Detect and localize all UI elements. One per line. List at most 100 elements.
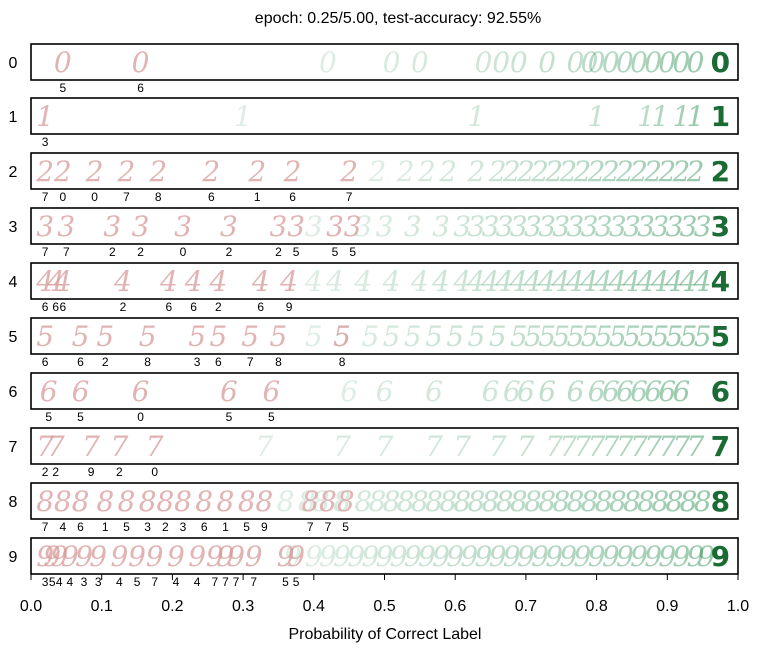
correct-sample: 9 bbox=[697, 540, 715, 573]
correct-sample: 3 bbox=[305, 210, 323, 243]
row-5: 5 5 5 5 5 5 5 5 5 5 555555555555555656525853565758… bbox=[9, 317, 739, 369]
correct-sample: 7 bbox=[588, 430, 606, 463]
x-tick-label: 0.7 bbox=[515, 598, 537, 615]
prototype-digit: 4 bbox=[711, 265, 730, 298]
misclassified-sample: 6 bbox=[132, 375, 150, 408]
misclassified-sample: 8 bbox=[139, 485, 157, 518]
correct-sample: 9 bbox=[284, 540, 302, 573]
correct-sample: 6 bbox=[673, 375, 691, 408]
correct-sample: 6 bbox=[566, 375, 584, 408]
correct-sample: 8 bbox=[609, 485, 627, 518]
misclassified-sample: 9 bbox=[128, 540, 146, 573]
misclassified-sample: 5 bbox=[36, 320, 54, 353]
correct-sample: 9 bbox=[446, 540, 464, 573]
correct-sample: 9 bbox=[531, 540, 549, 573]
correct-sample: 5 bbox=[665, 320, 683, 353]
correct-sample: 3 bbox=[496, 210, 514, 243]
correct-sample: 9 bbox=[347, 540, 365, 573]
correct-sample: 0 bbox=[411, 46, 429, 79]
correct-sample: 3 bbox=[510, 210, 528, 243]
predicted-label: 6 bbox=[42, 355, 49, 369]
correct-sample: 7 bbox=[517, 430, 535, 463]
correct-sample: 9 bbox=[687, 540, 705, 573]
predicted-label: 2 bbox=[116, 465, 123, 479]
correct-sample: 5 bbox=[305, 320, 323, 353]
misclassified-sample: 2 bbox=[53, 155, 72, 188]
correct-sample: 2 bbox=[643, 155, 662, 188]
predicted-label: 7 bbox=[233, 575, 240, 589]
correct-sample: 8 bbox=[397, 485, 415, 518]
correct-sample: 0 bbox=[616, 46, 634, 79]
row-9: 9 9 99999999999999999999999999999939594949… bbox=[9, 537, 739, 589]
correct-sample: 2 bbox=[488, 155, 507, 188]
correct-sample: 3 bbox=[376, 210, 394, 243]
correct-sample: 2 bbox=[530, 155, 549, 188]
correct-sample: 9 bbox=[404, 540, 422, 573]
predicted-label: 7 bbox=[250, 575, 257, 589]
misclassified-sample: 5 bbox=[333, 320, 351, 353]
predicted-label: 7 bbox=[307, 520, 314, 534]
predicted-label: 5 bbox=[49, 575, 56, 589]
predicted-label: 8 bbox=[339, 355, 346, 369]
row-label-9: 9 bbox=[9, 549, 18, 566]
predicted-label: 6 bbox=[52, 300, 59, 314]
correct-sample: 8 bbox=[333, 485, 351, 518]
correct-sample: 9 bbox=[630, 540, 648, 573]
correct-sample: 6 bbox=[588, 375, 606, 408]
row-3: 3 3 3 3 3 3 3333333333333333333737323230323235… bbox=[9, 207, 739, 259]
row-4: 4 4 4 4 4 4 4 444444444444444444464646424646424… bbox=[9, 262, 739, 314]
predicted-label: 4 bbox=[173, 575, 180, 589]
misclassified-sample: 9 bbox=[61, 540, 79, 573]
predicted-label: 5 bbox=[282, 575, 289, 589]
predicted-label: 1 bbox=[222, 520, 229, 534]
correct-sample: 8 bbox=[439, 485, 457, 518]
correct-sample: 2 bbox=[615, 155, 634, 188]
correct-sample: 9 bbox=[333, 540, 351, 573]
predicted-label: 8 bbox=[144, 355, 151, 369]
row-label-4: 4 bbox=[9, 274, 18, 291]
correct-sample: 7 bbox=[559, 430, 577, 463]
misclassified-sample: 9 bbox=[167, 540, 185, 573]
misclassified-sample: 8 bbox=[72, 485, 90, 518]
correct-sample: 4 bbox=[580, 265, 599, 298]
misclassified-sample: 8 bbox=[255, 485, 273, 518]
predicted-label: 6 bbox=[137, 81, 144, 95]
misclassified-sample: 9 bbox=[75, 540, 93, 573]
correct-sample: 3 bbox=[595, 210, 613, 243]
correct-sample: 2 bbox=[544, 155, 563, 188]
misclassified-sample: 8 bbox=[156, 485, 174, 518]
correct-sample: 1 bbox=[637, 100, 655, 133]
correct-sample: 4 bbox=[466, 265, 485, 298]
x-tick-label: 1.0 bbox=[727, 598, 749, 615]
x-tick-label: 0.6 bbox=[444, 598, 466, 615]
correct-sample: 1 bbox=[234, 100, 252, 133]
predicted-label: 7 bbox=[123, 190, 130, 204]
correct-sample: 3 bbox=[538, 210, 556, 243]
predicted-label: 7 bbox=[247, 355, 254, 369]
correct-sample: 8 bbox=[277, 485, 295, 518]
misclassified-sample: 7 bbox=[82, 430, 100, 463]
x-tick-label: 0.8 bbox=[585, 598, 607, 615]
misclassified-sample: 3 bbox=[57, 210, 75, 243]
correct-sample: 5 bbox=[552, 320, 570, 353]
correct-sample: 9 bbox=[361, 540, 379, 573]
correct-sample: 3 bbox=[651, 210, 669, 243]
correct-sample: 3 bbox=[453, 210, 471, 243]
misclassified-sample: 3 bbox=[344, 210, 362, 243]
correct-sample: 7 bbox=[376, 430, 394, 463]
correct-sample: 5 bbox=[446, 320, 464, 353]
correct-sample: 5 bbox=[538, 320, 556, 353]
misclassified-sample: 7 bbox=[47, 430, 65, 463]
correct-sample: 4 bbox=[664, 265, 683, 298]
misclassified-sample: 2 bbox=[247, 155, 266, 188]
correct-sample: 9 bbox=[545, 540, 563, 573]
predicted-label: 6 bbox=[208, 190, 215, 204]
correct-sample: 0 bbox=[687, 46, 705, 79]
x-tick-label: 0.1 bbox=[91, 598, 113, 615]
misclassified-sample: 3 bbox=[36, 210, 54, 243]
x-tick-label: 0.3 bbox=[232, 598, 254, 615]
correct-sample: 3 bbox=[581, 210, 599, 243]
